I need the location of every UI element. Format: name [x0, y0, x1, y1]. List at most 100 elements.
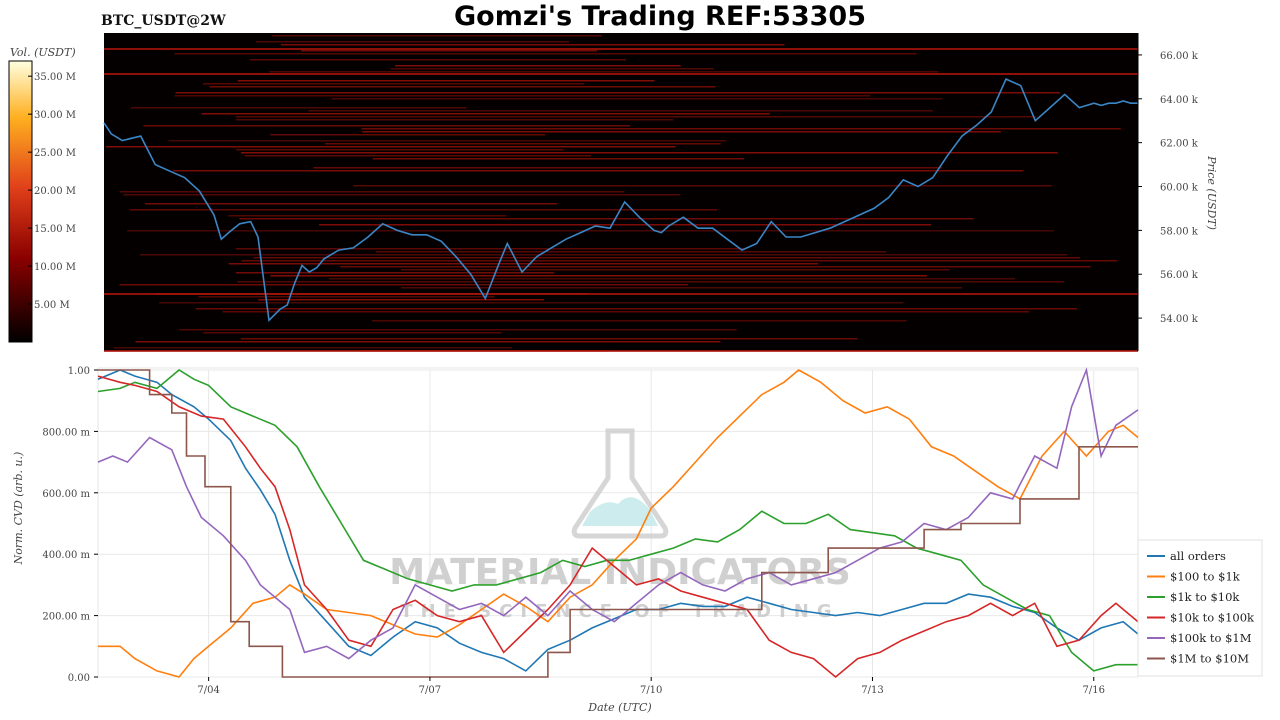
price-heatmap-panel: 54.00 k 56.00 k 58.00 k 60.00 k 62.00 k 64.00…: [103, 33, 1218, 352]
legend-label: $1M to $10M: [1170, 652, 1249, 666]
heatmap-band: [361, 128, 1121, 130]
cvd-series-line: [98, 369, 1138, 678]
heatmap-band: [270, 275, 927, 277]
cvd-x-ticks: 7/04 7/07 7/10 7/13 7/16: [197, 677, 1105, 696]
cvd-y-ticks: 0.00 200.00 m 400.00 m 600.00 m 800.00 m 1.00: [42, 366, 98, 684]
chart-title: Gomzi's Trading REF:53305: [454, 1, 866, 32]
heatmap-band: [174, 53, 917, 55]
heatmap-band: [258, 299, 544, 301]
flask-icon: [571, 428, 669, 539]
heatmap-band: [236, 272, 555, 274]
heatmap-band: [119, 284, 689, 286]
heatmap-band: [240, 338, 858, 340]
heatmap-band: [174, 95, 871, 97]
heatmap-band: [237, 80, 655, 82]
price-tick-label: 60.00 k: [1160, 183, 1199, 194]
heatmap-band: [144, 203, 558, 205]
price-tick-label: 56.00 k: [1160, 270, 1199, 281]
price-line: [103, 78, 1138, 323]
cvd-series-line: [97, 369, 1139, 672]
price-tick-label: 64.00 k: [1160, 95, 1199, 106]
heatmap-band: [235, 116, 1036, 118]
heatmap-band: [239, 218, 974, 220]
heatmap-band: [113, 347, 513, 349]
heatmap-band: [353, 185, 1052, 187]
heatmap-band: [140, 254, 1068, 256]
heatmap-band: [372, 158, 745, 160]
flask-liquid-icon: [582, 497, 658, 526]
heatmap-band: [253, 257, 1081, 259]
heatmap-band: [203, 332, 502, 334]
price-axis-label: Price (USDT): [1205, 155, 1218, 230]
heatmap-band: [172, 170, 1024, 172]
legend-label: $10k to $100k: [1170, 611, 1255, 625]
heatmap-band: [159, 302, 904, 304]
heatmap-band: [209, 86, 716, 88]
heatmap-band: [129, 209, 717, 211]
heatmap-band: [195, 308, 1078, 310]
cvd-x-tick-label: 7/07: [419, 685, 441, 696]
colorbar-tick-label: 15.00 M: [34, 224, 76, 235]
heatmap-strong-band: [104, 73, 1138, 75]
cvd-x-tick-label: 7/13: [861, 685, 883, 696]
price-tick-label: 66.00 k: [1160, 51, 1199, 62]
heatmap-band: [280, 44, 785, 46]
heatmap-band: [325, 143, 721, 145]
cvd-y-tick-label: 200.00 m: [42, 612, 90, 623]
cvd-y-tick-label: 400.00 m: [42, 550, 90, 561]
legend-label: $100 to $1k: [1170, 570, 1241, 584]
colorbar-tick-label: 5.00 M: [34, 300, 70, 311]
heatmap-band: [372, 320, 907, 322]
heatmap-band: [308, 110, 933, 112]
heatmap-band: [313, 167, 942, 169]
cvd-y-tick-label: 1.00: [68, 366, 90, 377]
heatmap-band: [143, 125, 631, 127]
heatmap-band: [235, 248, 745, 250]
colorbar-label: Vol. (USDT): [10, 46, 76, 59]
cvd-x-tick-label: 7/16: [1083, 685, 1105, 696]
heatmap-band: [236, 149, 564, 151]
heatmap-band: [269, 71, 939, 73]
heatmap-band: [394, 65, 681, 67]
colorbar-tick-label: 35.00 M: [34, 72, 76, 83]
legend-box: [1137, 539, 1263, 677]
heatmap-band: [131, 107, 467, 109]
heatmap-band: [329, 278, 1015, 280]
heatmap-band: [272, 35, 602, 37]
heatmap-band: [375, 251, 887, 253]
colorbar-gradient: [8, 60, 33, 343]
colorbar-tick-label: 20.00 M: [34, 186, 76, 197]
heatmap-band: [255, 41, 570, 43]
heatmap-band: [235, 119, 674, 121]
cvd-x-tick-label: 7/10: [640, 685, 662, 696]
cvd-legend: all orders $100 to $1k $1k to $10k $10k to …: [1137, 539, 1263, 677]
heatmap-band: [228, 215, 507, 217]
heatmap-strong-band: [104, 350, 1138, 352]
heatmap-band: [241, 260, 1118, 262]
colorbar-tick-label: 10.00 M: [34, 262, 76, 273]
legend-label: $1k to $10k: [1170, 590, 1240, 604]
cvd-x-axis-label: Date (UTC): [587, 701, 651, 714]
cvd-series-line: [97, 367, 1139, 660]
heatmap-band: [228, 263, 819, 265]
legend-label: $100k to $1M: [1170, 631, 1252, 645]
heatmap-band: [301, 50, 598, 52]
price-axis-ticks: 54.00 k 56.00 k 58.00 k 60.00 k 62.00 k 64.00…: [1138, 51, 1199, 325]
heatmap-band: [135, 341, 721, 343]
cvd-y-tick-label: 600.00 m: [42, 489, 90, 500]
colorbar-tick-label: 25.00 M: [34, 148, 76, 159]
price-tick-label: 62.00 k: [1160, 139, 1199, 150]
heatmap-band: [119, 191, 625, 193]
heatmap-band: [401, 287, 963, 289]
legend-label: all orders: [1170, 549, 1226, 563]
heatmap-band: [240, 152, 1058, 154]
heatmap-band: [168, 140, 727, 142]
cvd-y-axis-label: Norm. CVD (arb. u.): [12, 452, 25, 566]
heatmap-band: [390, 68, 714, 70]
heatmap-band: [319, 224, 932, 226]
heatmap-band: [237, 281, 1064, 283]
cvd-y-tick-label: 0.00: [68, 673, 90, 684]
colorbar-tick-label: 30.00 M: [34, 110, 76, 121]
heatmap-band: [203, 83, 585, 85]
